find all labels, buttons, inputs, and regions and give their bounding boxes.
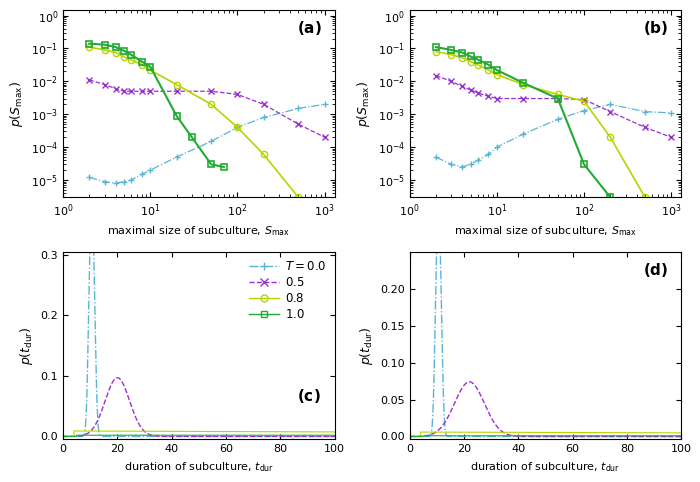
Y-axis label: $p(S_\mathrm{max})$: $p(S_\mathrm{max})$ — [8, 80, 25, 126]
Y-axis label: $p(t_\mathrm{dur})$: $p(t_\mathrm{dur})$ — [358, 326, 374, 365]
Legend: $T = 0.0$, $0.5$, $0.8$, $1.0$: $T = 0.0$, $0.5$, $0.8$, $1.0$ — [247, 258, 328, 323]
Text: $\mathbf{(d)}$: $\mathbf{(d)}$ — [643, 261, 668, 279]
Y-axis label: $p(S_\mathrm{max})$: $p(S_\mathrm{max})$ — [355, 80, 372, 126]
X-axis label: duration of subculture, $t_\mathrm{dur}$: duration of subculture, $t_\mathrm{dur}$ — [124, 460, 274, 474]
X-axis label: maximal size of subculture, $S_\mathrm{max}$: maximal size of subculture, $S_\mathrm{m… — [107, 224, 290, 238]
Text: $\mathbf{(a)}$: $\mathbf{(a)}$ — [297, 19, 321, 37]
Text: $\mathbf{(b)}$: $\mathbf{(b)}$ — [643, 19, 668, 37]
X-axis label: duration of subculture, $t_\mathrm{dur}$: duration of subculture, $t_\mathrm{dur}$ — [470, 460, 620, 474]
X-axis label: maximal size of subculture, $S_\mathrm{max}$: maximal size of subculture, $S_\mathrm{m… — [454, 224, 637, 238]
Text: $\mathbf{(c)}$: $\mathbf{(c)}$ — [297, 387, 320, 405]
Y-axis label: $p(t_\mathrm{dur})$: $p(t_\mathrm{dur})$ — [18, 326, 35, 365]
